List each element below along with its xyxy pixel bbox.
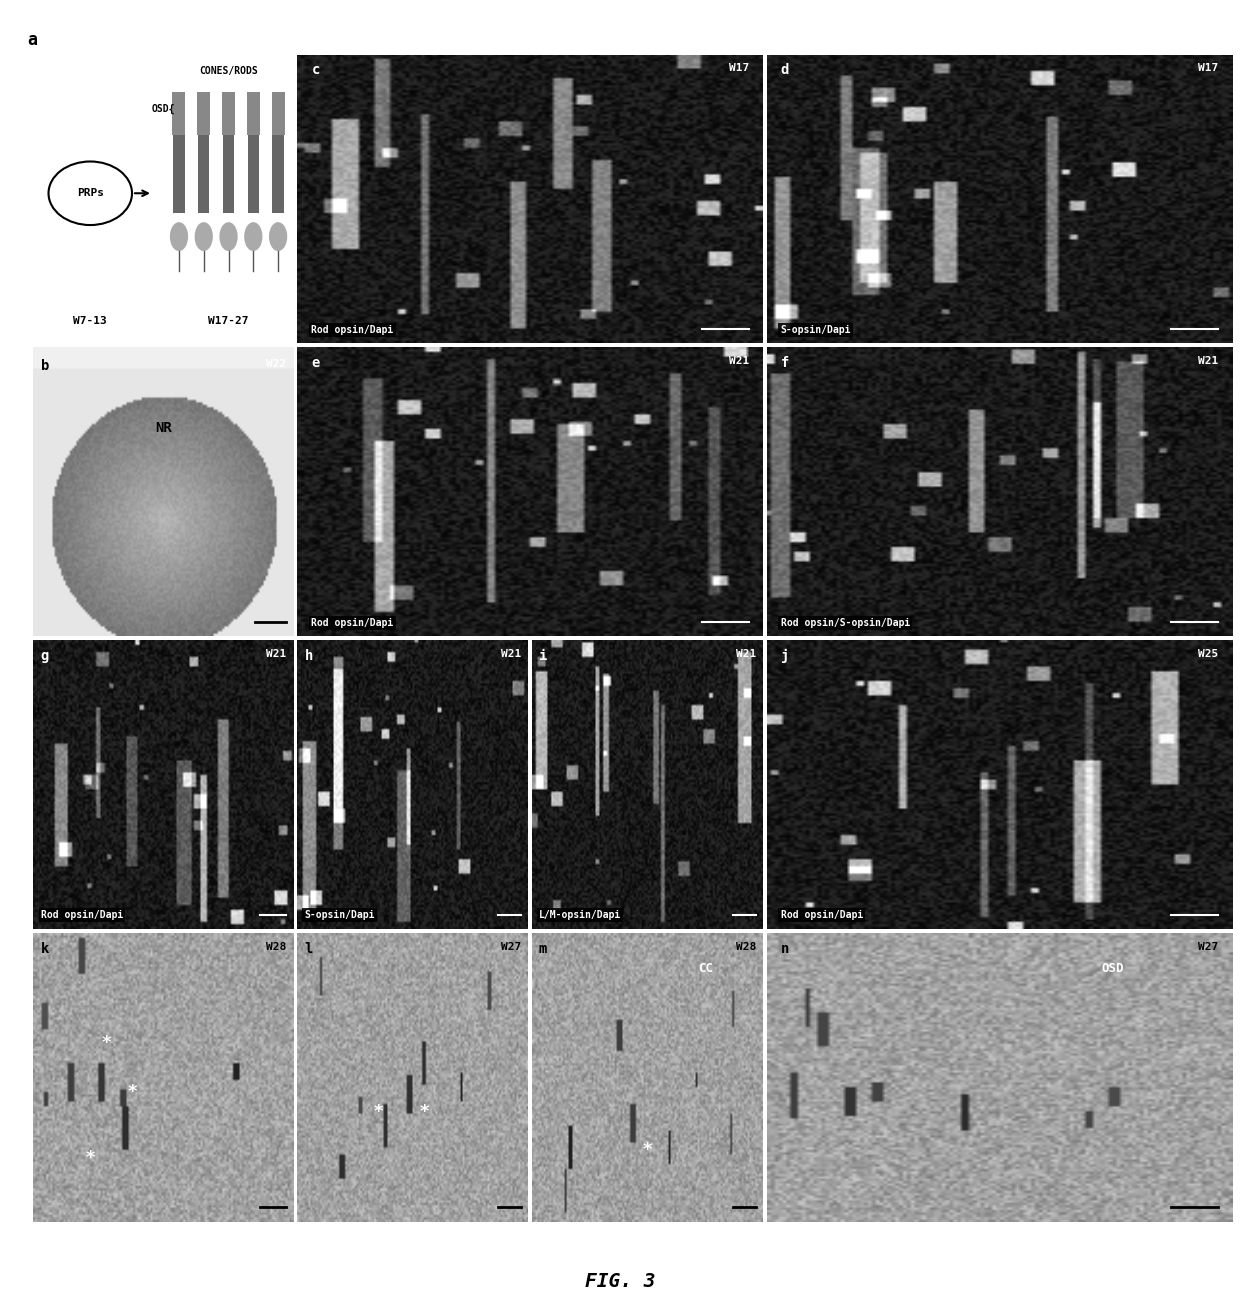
Text: S-opsin/Dapi: S-opsin/Dapi (304, 911, 374, 920)
Text: S-opsin/Dapi: S-opsin/Dapi (780, 325, 851, 334)
Ellipse shape (219, 222, 238, 251)
Text: OSD{: OSD{ (151, 104, 175, 114)
Text: m: m (539, 942, 547, 955)
Text: *: * (102, 1034, 110, 1051)
Bar (272, 92, 285, 136)
Text: g: g (41, 649, 50, 663)
Text: Rod opsin/Dapi: Rod opsin/Dapi (311, 617, 393, 628)
Text: L/M-opsin/Dapi: L/M-opsin/Dapi (539, 911, 621, 920)
Text: PRPs: PRPs (77, 188, 104, 199)
Text: Rod opsin/S-opsin/Dapi: Rod opsin/S-opsin/Dapi (780, 617, 910, 628)
Text: W17: W17 (1198, 63, 1218, 74)
Bar (172, 92, 186, 136)
Text: W25: W25 (1198, 649, 1218, 659)
Text: k: k (41, 942, 50, 955)
Text: f: f (780, 357, 789, 370)
Text: b: b (41, 359, 50, 372)
Text: Rod opsin/Dapi: Rod opsin/Dapi (311, 325, 393, 334)
Text: *: * (419, 1103, 429, 1121)
Text: W17: W17 (729, 63, 749, 74)
Text: *: * (642, 1141, 652, 1158)
Ellipse shape (195, 222, 213, 251)
Text: FIG. 3: FIG. 3 (585, 1273, 655, 1291)
Text: h: h (304, 649, 312, 663)
Bar (222, 92, 236, 136)
Text: *: * (373, 1103, 383, 1121)
Text: *: * (128, 1083, 136, 1101)
Text: Rod opsin/Dapi: Rod opsin/Dapi (41, 911, 123, 920)
Ellipse shape (170, 222, 188, 251)
Bar (248, 136, 259, 213)
Ellipse shape (244, 222, 263, 251)
Text: W27: W27 (501, 942, 521, 951)
Text: c: c (311, 63, 320, 78)
Text: W28: W28 (265, 942, 286, 951)
Bar (247, 92, 260, 136)
Text: Rod opsin/Dapi: Rod opsin/Dapi (780, 911, 863, 920)
Text: W21: W21 (735, 649, 756, 659)
Text: W21: W21 (1198, 357, 1218, 366)
Text: e: e (311, 357, 320, 370)
Text: d: d (780, 63, 789, 78)
Text: l: l (304, 942, 312, 955)
Text: W22: W22 (265, 359, 286, 368)
Text: i: i (539, 649, 547, 663)
Bar (273, 136, 284, 213)
Text: W7-13: W7-13 (73, 316, 107, 326)
Bar (198, 136, 210, 213)
Text: W17-27: W17-27 (208, 316, 249, 326)
Text: W21: W21 (501, 649, 521, 659)
Text: OSD: OSD (1101, 962, 1125, 975)
Text: W21: W21 (265, 649, 286, 659)
Ellipse shape (269, 222, 288, 251)
Text: W21: W21 (729, 357, 749, 366)
Bar (174, 136, 185, 213)
Text: W27: W27 (1198, 942, 1218, 951)
Text: j: j (780, 649, 789, 663)
Bar (197, 92, 211, 136)
Text: *: * (86, 1149, 95, 1167)
Text: n: n (780, 942, 789, 955)
Text: NR: NR (155, 421, 171, 436)
Text: a: a (27, 30, 37, 49)
Bar (223, 136, 234, 213)
Text: CONES/RODS: CONES/RODS (200, 66, 258, 76)
Text: CC: CC (698, 962, 713, 975)
Text: W28: W28 (735, 942, 756, 951)
